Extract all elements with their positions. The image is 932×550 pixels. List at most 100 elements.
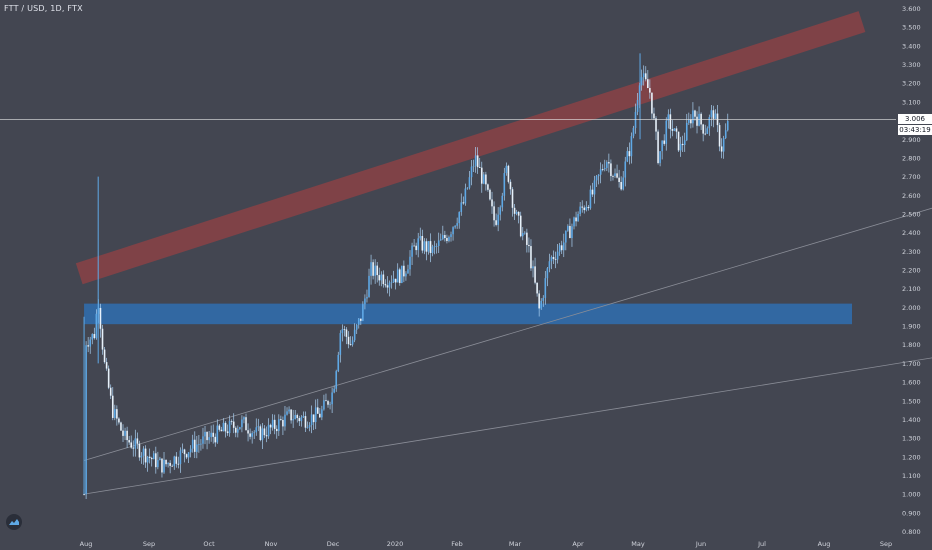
candle-body xyxy=(632,128,635,137)
candle-body xyxy=(425,241,428,252)
candle-body xyxy=(614,173,616,177)
candle-body xyxy=(644,73,647,80)
candle-body xyxy=(478,167,481,168)
candle-body xyxy=(241,419,243,428)
y-tick-label: 3.300 xyxy=(902,61,921,69)
x-tick-label: Aug xyxy=(80,540,93,548)
candle-body xyxy=(91,334,94,340)
candle-body xyxy=(444,235,446,238)
candle-body xyxy=(685,122,688,141)
candle-body xyxy=(577,214,579,222)
candle-body xyxy=(349,344,352,345)
candle-body xyxy=(357,318,360,325)
candle-body xyxy=(394,278,397,283)
candle-body xyxy=(370,262,372,276)
y-tick-label: 1.000 xyxy=(902,491,921,499)
y-tick-label: 2.500 xyxy=(902,210,921,218)
candle-body xyxy=(232,421,235,428)
candle-body xyxy=(595,176,598,181)
candle-body xyxy=(694,110,696,117)
candle-body xyxy=(499,207,502,215)
candle-body xyxy=(417,238,420,251)
candle-body xyxy=(714,113,717,119)
candle-body xyxy=(575,217,577,222)
y-tick-label: 2.100 xyxy=(902,285,921,293)
y-tick-label: 2.700 xyxy=(902,173,921,181)
candle-body xyxy=(448,237,450,241)
y-tick-label: 1.500 xyxy=(902,397,921,405)
candle-body xyxy=(304,416,307,428)
candle-body xyxy=(294,415,297,420)
candle-body xyxy=(509,181,512,190)
candle-body xyxy=(427,241,430,252)
candle-body xyxy=(382,274,385,285)
x-tick-label: 2020 xyxy=(387,540,404,548)
candle-body xyxy=(364,298,366,305)
y-tick-label: 2.800 xyxy=(902,154,921,162)
candle-body xyxy=(245,417,247,431)
candle-body xyxy=(335,371,338,389)
candle-body xyxy=(581,206,584,208)
candle-body xyxy=(259,426,262,440)
candle-body xyxy=(675,128,678,132)
candle-body xyxy=(692,110,694,124)
y-tick-label: 2.000 xyxy=(902,304,921,312)
candle-body xyxy=(339,333,342,355)
time-axis[interactable]: Aug Sep Oct Nov Dec 2020 Feb Mar Apr May Jun Jul Aug… xyxy=(80,540,892,548)
candle-body xyxy=(177,463,180,465)
candle-body xyxy=(376,265,379,276)
candle-body xyxy=(661,140,663,152)
candle-body xyxy=(204,431,206,437)
candle-body xyxy=(515,211,518,214)
candle-body xyxy=(312,414,315,423)
candle-body xyxy=(439,239,442,241)
candle-body xyxy=(550,257,553,262)
candle-body xyxy=(302,416,305,418)
candle-body xyxy=(433,246,436,247)
price-axis[interactable]: 3.600 3.500 3.400 3.300 3.200 3.100 2.900 2.800… xyxy=(902,5,921,536)
candle-body xyxy=(413,245,415,247)
candle-body xyxy=(198,444,200,445)
candle-body xyxy=(435,246,438,247)
y-tick-label: 3.600 xyxy=(902,5,921,13)
candle-body xyxy=(109,387,112,396)
candle-body xyxy=(497,214,499,225)
x-tick-label: Aug xyxy=(818,540,831,548)
candle-body xyxy=(157,460,159,468)
candle-body xyxy=(148,456,151,458)
candle-body xyxy=(331,392,333,405)
y-tick-label: 2.600 xyxy=(902,192,921,200)
y-tick-label: 1.200 xyxy=(902,453,921,461)
x-tick-label: Sep xyxy=(143,540,155,548)
candle-body xyxy=(702,124,704,134)
candle-body xyxy=(200,443,202,445)
candle-body xyxy=(513,207,516,214)
candle-body xyxy=(720,146,723,152)
candle-body xyxy=(468,177,471,188)
candle-body xyxy=(411,245,413,257)
candle-body xyxy=(442,235,444,240)
candle-body xyxy=(165,459,167,465)
candle-body xyxy=(345,329,348,337)
candle-body xyxy=(181,449,184,451)
candle-body xyxy=(480,167,483,184)
tradingview-logo-icon[interactable] xyxy=(6,514,22,530)
y-tick-label: 3.200 xyxy=(902,80,921,88)
candle-body xyxy=(183,449,186,455)
candle-body xyxy=(558,245,561,252)
candle-body xyxy=(386,285,389,288)
candle-body xyxy=(476,155,479,168)
y-tick-label: 0.900 xyxy=(902,509,921,517)
x-tick-label: Nov xyxy=(265,540,278,548)
x-tick-label: Oct xyxy=(203,540,215,548)
candle-body xyxy=(534,266,536,283)
drawings-layer[interactable] xyxy=(75,11,932,495)
candle-body xyxy=(530,246,532,269)
candle-body xyxy=(390,282,393,283)
candle-body xyxy=(308,425,311,428)
candle-body xyxy=(300,417,303,422)
candle-body xyxy=(319,413,321,418)
candle-body xyxy=(114,409,116,418)
candle-body xyxy=(220,429,223,432)
